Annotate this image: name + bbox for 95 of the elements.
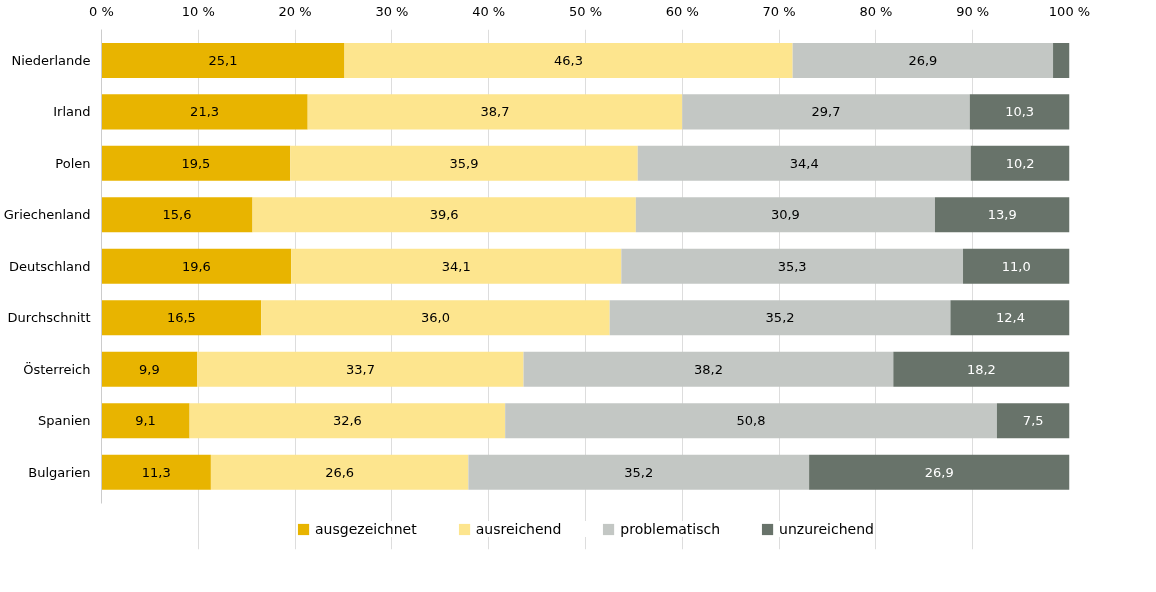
bar xyxy=(101,42,345,78)
data-label: 16,5 xyxy=(166,310,196,326)
bar xyxy=(101,248,292,284)
legend-label: ausgezeichnet xyxy=(315,521,417,537)
bar xyxy=(996,403,1070,439)
bar xyxy=(101,403,190,439)
data-label: 35,9 xyxy=(449,155,479,171)
data-label: 18,2 xyxy=(966,361,996,377)
data-label: 9,9 xyxy=(139,361,160,377)
bar xyxy=(1053,42,1070,78)
y-tick-label: Durchschnitt xyxy=(7,310,91,326)
data-label: 29,7 xyxy=(811,104,841,120)
data-label: 7,5 xyxy=(1022,413,1044,429)
bar xyxy=(101,145,291,181)
bar xyxy=(963,248,1070,284)
data-label: 10,2 xyxy=(1005,155,1035,171)
x-tick-label: 60 % xyxy=(665,3,699,19)
y-tick-label: Niederlande xyxy=(11,52,91,68)
data-label: 33,7 xyxy=(345,361,375,377)
bar xyxy=(101,454,211,490)
bar xyxy=(261,300,610,336)
bar xyxy=(290,145,638,181)
data-label: 32,6 xyxy=(332,413,362,429)
bar xyxy=(505,403,997,439)
data-label: 19,5 xyxy=(181,155,211,171)
legend-label: problematisch xyxy=(620,521,721,537)
bar xyxy=(809,454,1070,490)
data-label: 26,9 xyxy=(908,52,938,68)
x-tick-label: 40 % xyxy=(472,3,506,19)
bar xyxy=(252,197,636,233)
data-label: 35,2 xyxy=(765,310,795,326)
data-label: 35,3 xyxy=(777,258,807,274)
data-label: 50,8 xyxy=(736,413,766,429)
data-label: 46,3 xyxy=(554,52,584,68)
bar xyxy=(621,248,964,284)
bar xyxy=(609,300,951,336)
bar xyxy=(101,300,262,336)
legend-label: ausreichend xyxy=(475,521,562,537)
x-tick-label: 0 % xyxy=(89,3,114,19)
data-label: 9,1 xyxy=(135,413,156,429)
y-tick-label: Österreich xyxy=(23,360,91,377)
data-label: 38,7 xyxy=(480,104,510,120)
data-label: 25,1 xyxy=(208,52,238,68)
bar xyxy=(682,94,970,130)
data-label: 26,9 xyxy=(924,464,954,480)
bar xyxy=(468,454,810,490)
y-tick-label: Deutschland xyxy=(8,258,91,274)
data-label: 13,9 xyxy=(987,207,1017,223)
x-tick-label: 70 % xyxy=(762,3,796,19)
x-tick-label: 90 % xyxy=(956,3,990,19)
bar xyxy=(637,145,971,181)
bar xyxy=(101,94,308,130)
x-tick-label: 50 % xyxy=(568,3,603,19)
data-label: 26,6 xyxy=(325,464,355,480)
bar xyxy=(969,94,1070,130)
bar xyxy=(197,351,524,387)
data-label: 35,2 xyxy=(624,464,654,480)
bar xyxy=(344,42,793,78)
data-label: 21,3 xyxy=(190,104,220,120)
data-label: 15,6 xyxy=(162,207,192,223)
x-tick-label: 10 % xyxy=(181,3,215,19)
x-tick-label: 100 % xyxy=(1048,3,1091,19)
data-label: 38,2 xyxy=(693,361,723,377)
x-tick-label: 80 % xyxy=(859,3,893,19)
data-label: 11,3 xyxy=(141,464,171,480)
bar xyxy=(189,403,506,439)
x-tick-label: 20 % xyxy=(278,3,312,19)
bar xyxy=(101,351,198,387)
bar xyxy=(101,197,253,233)
data-label: 11,0 xyxy=(1001,258,1031,274)
bar xyxy=(635,197,935,233)
bar xyxy=(210,454,469,490)
data-label: 34,4 xyxy=(789,155,819,171)
bar xyxy=(893,351,1070,387)
bar xyxy=(970,145,1070,181)
bar xyxy=(792,42,1054,78)
bar xyxy=(307,94,683,130)
bar xyxy=(934,197,1070,233)
data-label: 36,0 xyxy=(420,310,450,326)
y-tick-label: Bulgarien xyxy=(28,464,91,480)
y-tick-label: Polen xyxy=(55,155,91,171)
bar xyxy=(523,351,894,387)
data-label: 10,3 xyxy=(1005,104,1035,120)
bar xyxy=(950,300,1070,336)
y-tick-label: Spanien xyxy=(37,413,91,429)
data-label: 39,6 xyxy=(429,207,459,223)
data-label: 12,4 xyxy=(995,310,1025,326)
data-label: 34,1 xyxy=(441,258,471,274)
legend-label: unzureichend xyxy=(779,521,874,537)
y-tick-label: Griechenland xyxy=(3,207,91,223)
bar xyxy=(291,248,622,284)
x-tick-label: 30 % xyxy=(375,3,409,19)
y-tick-label: Irland xyxy=(53,104,91,120)
data-label: 30,9 xyxy=(770,207,800,223)
data-label: 19,6 xyxy=(181,258,211,274)
